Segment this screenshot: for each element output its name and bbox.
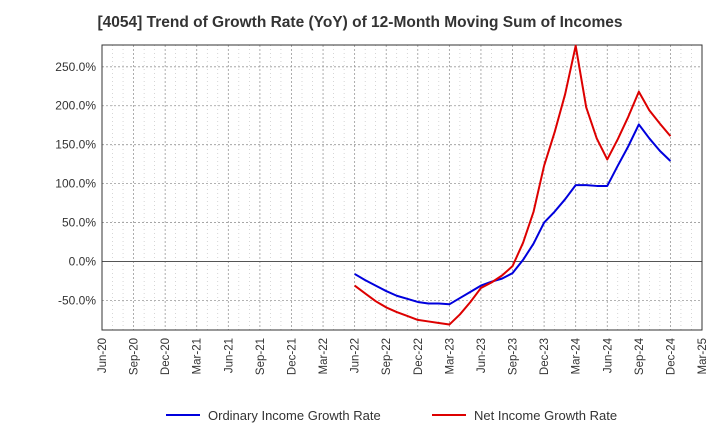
legend-label-net-income: Net Income Growth Rate: [474, 407, 618, 423]
x-tick-label: Dec-22: [413, 338, 425, 375]
chart-title: [4054] Trend of Growth Rate (YoY) of 12-…: [97, 14, 623, 31]
x-tick-label: Jun-21: [223, 338, 235, 373]
x-tick-label: Mar-24: [571, 337, 583, 374]
x-tick-label: Dec-21: [286, 338, 298, 375]
y-tick-label: -50.0%: [58, 293, 96, 307]
legend: Ordinary Income Growth Rate Net Income G…: [0, 404, 720, 426]
y-tick-label: 0.0%: [69, 254, 97, 268]
x-tick-label: Jun-24: [602, 337, 614, 373]
ordinary-income-line: [354, 123, 672, 306]
legend-swatch-net-income: [432, 414, 466, 416]
legend-item-ordinary-income: Ordinary Income Growth Rate: [166, 404, 381, 426]
plot-border: [101, 44, 703, 331]
x-tick-label: Sep-23: [508, 338, 520, 375]
x-tick-label: Mar-22: [318, 338, 330, 374]
legend-item-net-income: Net Income Growth Rate: [432, 404, 617, 426]
legend-label-ordinary-income: Ordinary Income Growth Rate: [208, 407, 381, 423]
x-tick-label: Jun-22: [350, 338, 362, 373]
y-tick-label: 250.0%: [55, 60, 96, 74]
y-tick-label: 50.0%: [62, 216, 96, 230]
x-tick-label: Jun-23: [476, 338, 488, 373]
y-tick-label: 150.0%: [55, 138, 96, 152]
grid-layer: [101, 45, 703, 330]
axis-layer: [101, 44, 703, 331]
legend-swatch-ordinary-income: [166, 414, 200, 416]
x-tick-label: Dec-23: [539, 338, 551, 375]
x-tick-label: Mar-23: [444, 338, 456, 374]
x-tick-label: Sep-22: [381, 338, 393, 375]
net-income-line: [354, 44, 672, 326]
x-tick-label: Mar-25: [697, 338, 709, 374]
x-tick-label: Sep-21: [255, 338, 267, 375]
x-tick-label: Jun-20: [97, 338, 109, 373]
x-tick-label: Dec-24: [665, 337, 677, 375]
y-tick-label: 100.0%: [55, 177, 96, 191]
x-tick-label: Dec-20: [160, 338, 172, 375]
tick-label-layer: Jun-20 Sep-20 Dec-20 Mar-21 Jun-21 Sep-21 Dec-…: [55, 60, 709, 375]
x-tick-label: Sep-24: [634, 337, 646, 375]
x-tick-label: Mar-21: [192, 338, 204, 374]
plot-area: Jun-20 Sep-20 Dec-20 Mar-21 Jun-21 Sep-21 Dec-…: [55, 44, 709, 375]
x-tick-label: Sep-20: [129, 338, 141, 375]
y-tick-label: 200.0%: [55, 99, 96, 113]
series-layer: [354, 44, 672, 326]
